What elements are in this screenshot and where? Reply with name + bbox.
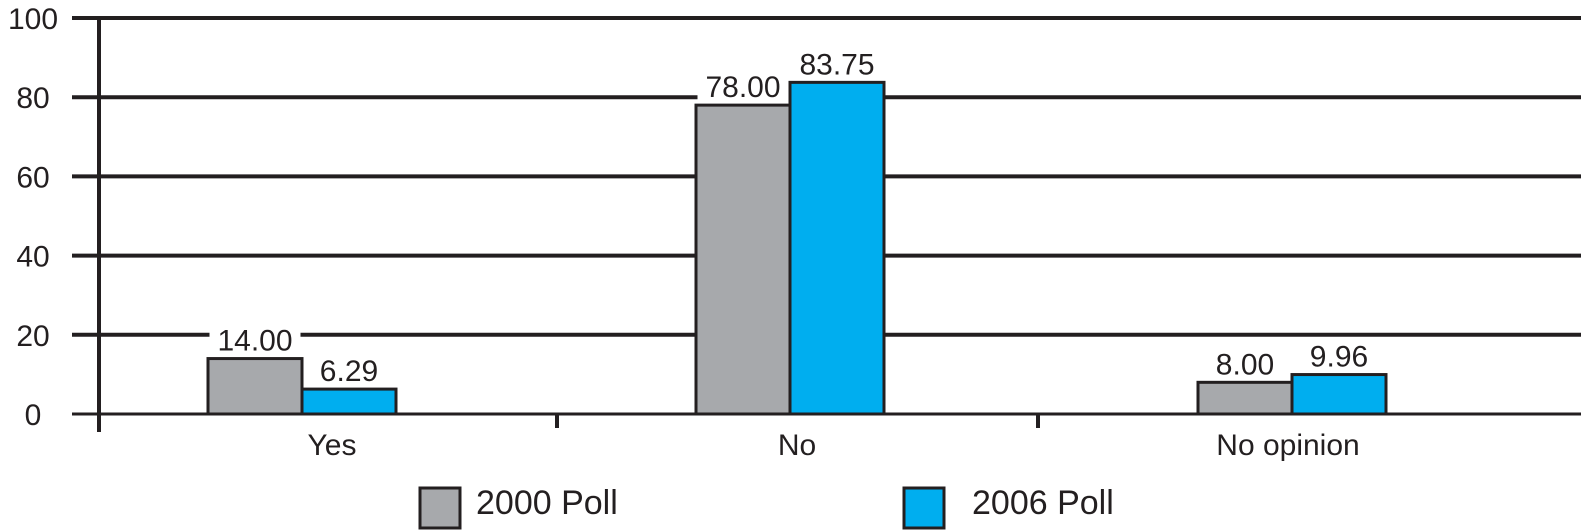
y-tick-label: 0 [25,399,42,432]
bar-series1 [1196,380,1294,416]
value-label: 8.00 [1216,348,1274,381]
y-tick-label: 60 [16,161,49,194]
value-label-bg [311,353,387,386]
legend-label: 2000 Poll [476,484,618,522]
bar-series2 [300,387,398,416]
value-label-bg [791,46,883,79]
x-category-label: No [778,429,816,462]
y-tick-label: 80 [16,82,49,115]
value-label: 83.75 [799,48,874,81]
value-label-bg [209,322,301,355]
legend-swatch [418,486,462,530]
value-label: 6.29 [320,355,378,388]
value-label-bg [1207,346,1283,379]
bars [206,80,1388,416]
value-label-bg [1301,338,1377,371]
value-label: 14.00 [217,325,292,358]
y-axis-ticks: 0 20 40 60 80 100 [8,3,58,432]
y-tick-label: 20 [16,320,49,353]
value-label: 78.00 [705,71,780,104]
x-axis-labels: Yes No No opinion [308,429,1360,462]
bar-series1 [206,357,304,416]
x-category-label: No opinion [1216,429,1359,462]
legend: 2000 Poll 2006 Poll [418,484,1114,530]
x-category-label: Yes [308,429,357,462]
legend-label: 2006 Poll [972,484,1114,522]
value-label-bg [697,69,789,102]
bar-series2 [1290,373,1388,416]
value-label: 9.96 [1310,341,1368,374]
value-labels: 14.00 6.29 78.00 83.75 8.00 9.96 [209,46,1377,388]
legend-swatch [902,486,946,530]
bar-series1 [694,103,792,416]
y-tick-label: 100 [8,3,58,36]
y-tick-label: 40 [16,241,49,274]
bar-series2 [788,80,886,416]
